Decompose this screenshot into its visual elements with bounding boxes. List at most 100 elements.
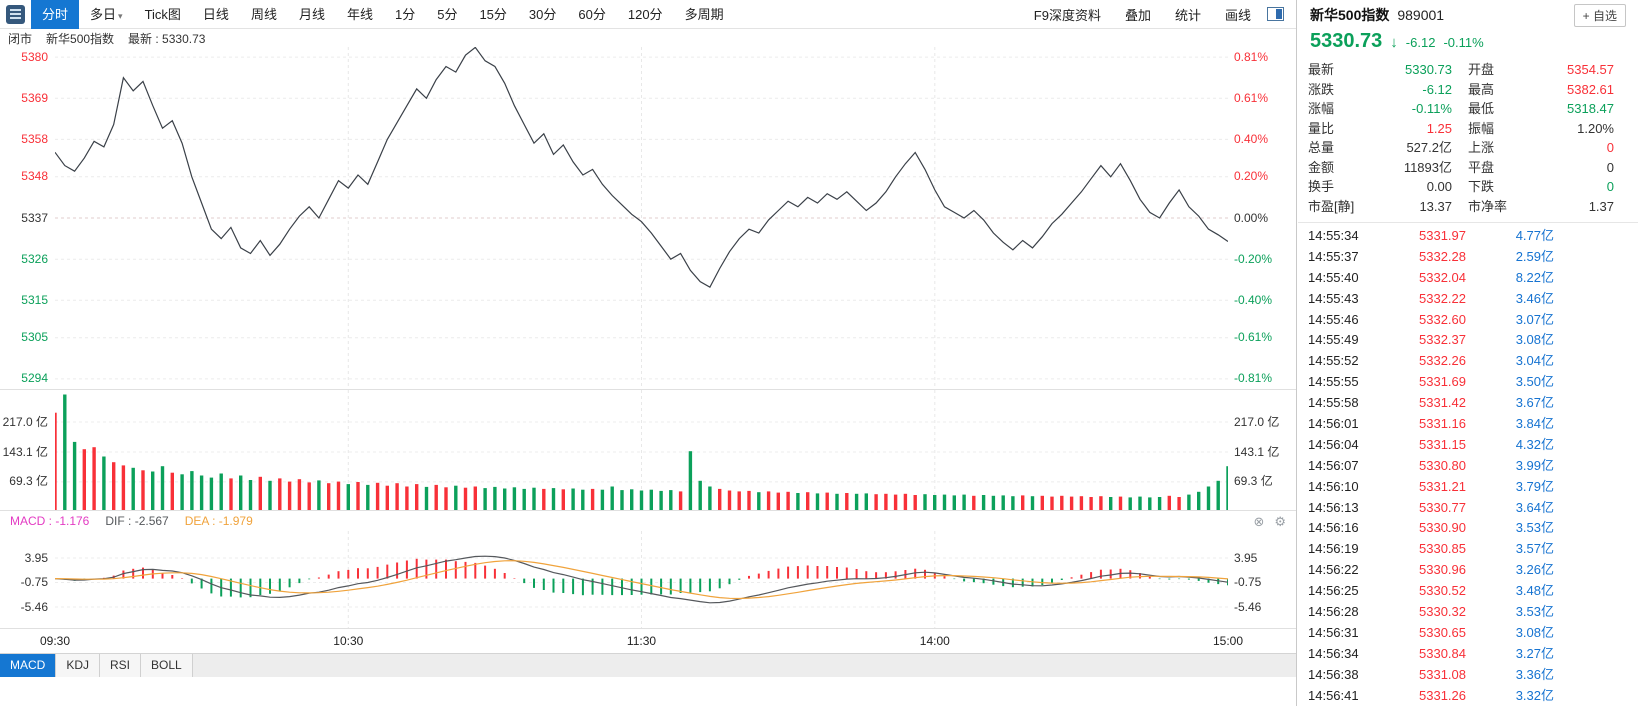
volume-axis-right: 217.0 亿 143.1 亿 69.3 亿 xyxy=(1234,390,1294,510)
stat-value-turnover: 11893亿 xyxy=(1403,159,1452,175)
tick-time: 14:56:04 xyxy=(1308,436,1359,452)
add-watchlist-button[interactable]: + 自选 xyxy=(1573,3,1626,27)
bottom-filler xyxy=(0,677,1296,706)
tick-price: 5331.97 xyxy=(1419,228,1466,243)
toolbar-item-overlay[interactable]: 叠加 xyxy=(1124,7,1151,23)
time-tick: 09:30 xyxy=(39,634,71,648)
stat-value-decliners: 0 xyxy=(1606,179,1614,194)
tick-price: 5331.26 xyxy=(1419,687,1466,703)
tick-row: 14:56:31 5330.65 3.08亿 xyxy=(1308,623,1638,644)
price-axis-left: 5380 5369 5358 5348 5337 5326 5315 5305 5294 xyxy=(0,47,52,389)
close-indicator-icon[interactable]: ⊗ xyxy=(1253,513,1265,529)
percent-axis-right: 0.81% 0.61% 0.40% 0.20% 0.00% -0.20% -0.40% -0.… xyxy=(1234,47,1294,389)
tick-row: 14:55:49 5332.37 3.08亿 xyxy=(1308,330,1638,351)
instrument-code: 989001 xyxy=(1397,7,1445,23)
panel-toggle-icon[interactable] xyxy=(1267,7,1284,21)
tick-price: 5330.52 xyxy=(1419,583,1466,599)
axis-label: 0.00% xyxy=(1234,210,1269,225)
axis-label: 5305 xyxy=(21,330,48,345)
tick-row: 14:56:25 5330.52 3.48亿 xyxy=(1308,581,1638,602)
stats-grid: 最新 5330.73 开盘 5354.57 涨跌 -6.12 最高 5382.61 涨幅 -0.1… xyxy=(1298,56,1638,220)
tick-volume: 4.32亿 xyxy=(1515,436,1554,452)
tick-price: 5330.84 xyxy=(1419,645,1466,661)
indicator-settings-gear-icon[interactable]: ⚙ xyxy=(1274,513,1286,529)
toolbar-item-statistics[interactable]: 统计 xyxy=(1174,7,1201,23)
toolbar-tab-fenshi[interactable]: 分时 xyxy=(31,0,80,29)
stats-ticks-divider xyxy=(1298,222,1638,223)
tick-volume: 3.84亿 xyxy=(1515,416,1554,432)
toolbar-tab-min1[interactable]: 1分 xyxy=(394,6,416,22)
macd-value-dif: DIF : -2.567 xyxy=(105,514,169,528)
indicator-tabs: MACD KDJ RSI BOLL xyxy=(0,653,1296,677)
status-bar: 闭市 新华500指数 最新 : 5330.73 xyxy=(0,29,1296,47)
toolbar-tab-min5[interactable]: 5分 xyxy=(437,6,458,22)
stat-label-open: 开盘 xyxy=(1468,62,1495,77)
indicator-tab-kdj[interactable]: KDJ xyxy=(56,654,101,677)
indicator-tab-macd[interactable]: MACD xyxy=(0,654,57,677)
axis-label: 5358 xyxy=(21,131,48,146)
axis-label: -0.20% xyxy=(1234,251,1273,266)
price-change-pct: -0.11% xyxy=(1443,35,1484,50)
tick-row: 14:55:40 5332.04 8.22亿 xyxy=(1308,268,1638,289)
tick-time: 14:55:46 xyxy=(1308,311,1359,327)
toolbar-tab-min60[interactable]: 60分 xyxy=(578,6,606,22)
tick-price: 5330.77 xyxy=(1419,499,1466,515)
tick-time: 14:55:52 xyxy=(1308,353,1359,369)
axis-label: 3.95 xyxy=(24,550,48,565)
tick-volume: 3.53亿 xyxy=(1515,604,1554,620)
tick-time: 14:56:07 xyxy=(1308,457,1359,473)
stat-label-total-vol: 总量 xyxy=(1308,140,1335,155)
axis-label: 0.61% xyxy=(1234,90,1269,105)
tick-volume: 3.36亿 xyxy=(1515,666,1554,682)
stat-value-change: -6.12 xyxy=(1422,81,1452,97)
toolbar-tab-multi-period[interactable]: 多周期 xyxy=(684,6,724,22)
stat-label-low: 最低 xyxy=(1468,101,1495,116)
tick-row: 14:56:01 5331.16 3.84亿 xyxy=(1308,414,1638,435)
indicator-tab-boll[interactable]: BOLL xyxy=(141,654,193,677)
volume-chart[interactable]: 217.0 亿 143.1 亿 69.3 亿 217.0 亿 143.1 亿 69.3 … xyxy=(0,389,1296,510)
macd-axis-left: 3.95 -0.75 -5.46 xyxy=(0,531,52,628)
tick-row: 14:56:19 5330.85 3.57亿 xyxy=(1308,539,1638,560)
indicator-tab-rsi[interactable]: RSI xyxy=(100,654,142,677)
tick-price: 5331.42 xyxy=(1419,395,1466,411)
tick-time: 14:55:40 xyxy=(1308,269,1359,285)
axis-label: 3.95 xyxy=(1234,550,1258,565)
quote-list-icon[interactable] xyxy=(6,4,25,24)
toolbar-item-f9-depth[interactable]: F9深度资料 xyxy=(1033,7,1101,23)
toolbar-tab-tick[interactable]: Tick图 xyxy=(144,6,181,22)
quote-panel: 新华500指数 989001 + 自选 5330.73 ↓ -6.12 -0.1… xyxy=(1298,0,1638,706)
tick-price: 5330.90 xyxy=(1419,520,1466,536)
tick-volume: 2.59亿 xyxy=(1515,248,1554,264)
tick-price: 5332.37 xyxy=(1419,332,1466,348)
toolbar-tab-min30[interactable]: 30分 xyxy=(528,6,557,22)
price-summary: 5330.73 ↓ -6.12 -0.11% xyxy=(1298,30,1638,56)
toolbar-tab-daily[interactable]: 日线 xyxy=(202,6,229,22)
stat-value-change-pct: -0.11% xyxy=(1411,101,1452,116)
axis-label: 217.0 亿 xyxy=(1234,414,1280,429)
toolbar-item-draw-line[interactable]: 画线 xyxy=(1224,7,1251,23)
tick-list[interactable]: 14:55:34 5331.97 4.77亿 14:55:37 5332.28 2.59亿… xyxy=(1298,223,1638,706)
macd-chart[interactable]: 3.95 -0.75 -5.46 3.95 -0.75 -5.46 xyxy=(0,531,1296,628)
toolbar-tab-min120[interactable]: 120分 xyxy=(627,6,663,22)
tick-time: 14:56:10 xyxy=(1308,478,1359,494)
toolbar-tab-yearly[interactable]: 年线 xyxy=(346,6,373,22)
toolbar-tab-min15[interactable]: 15分 xyxy=(479,6,507,22)
tick-volume: 3.08亿 xyxy=(1515,332,1554,348)
intraday-price-chart[interactable]: 5380 5369 5358 5348 5337 5326 5315 5305 5294 0.8… xyxy=(0,47,1296,389)
axis-label: -0.81% xyxy=(1234,371,1273,386)
macd-axis-right: 3.95 -0.75 -5.46 xyxy=(1234,531,1294,628)
axis-label: 0.81% xyxy=(1234,49,1269,64)
toolbar-tab-monthly[interactable]: 月线 xyxy=(298,6,325,22)
tick-row: 14:55:58 5331.42 3.67亿 xyxy=(1308,393,1638,414)
toolbar-tab-weekly[interactable]: 周线 xyxy=(250,6,277,22)
macd-values: MACD : -1.176 DIF : -2.567 DEA : -1.979 xyxy=(10,514,269,528)
axis-label: 5294 xyxy=(21,371,48,386)
tick-volume: 3.67亿 xyxy=(1515,395,1554,411)
tick-price: 5330.85 xyxy=(1419,541,1466,557)
price-change: -6.12 xyxy=(1405,35,1436,50)
axis-label: 69.3 亿 xyxy=(9,474,48,489)
tick-time: 14:56:34 xyxy=(1308,645,1359,661)
toolbar-tab-duori[interactable]: 多日 ▾ xyxy=(90,6,123,22)
stat-label-turnover: 金额 xyxy=(1308,159,1335,175)
time-tick: 10:30 xyxy=(333,634,364,648)
